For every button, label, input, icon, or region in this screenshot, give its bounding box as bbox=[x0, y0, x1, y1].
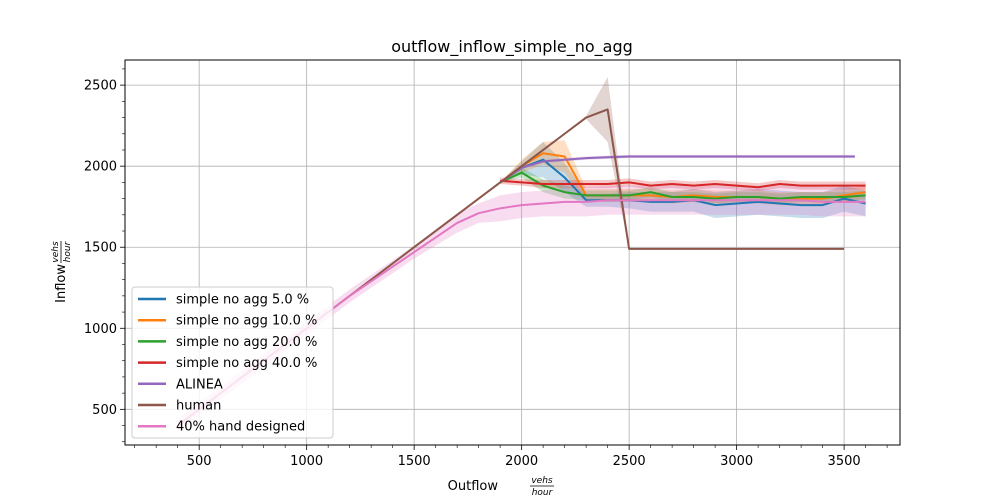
x-axis-label-text: Outflow bbox=[448, 479, 499, 494]
band-simple-no-agg-10-0 bbox=[500, 140, 866, 206]
x-tick-label: 500 bbox=[187, 454, 212, 469]
legend-item: human bbox=[138, 399, 221, 414]
x-axis-label: Outflow vehs hour bbox=[448, 476, 554, 498]
y-tick-label: 1000 bbox=[84, 322, 117, 337]
y-tick-label: 500 bbox=[92, 403, 117, 418]
y-axis-unit-denominator: hour bbox=[63, 240, 73, 262]
legend-label: simple no agg 10.0 % bbox=[176, 314, 317, 329]
legend-item: simple no agg 20.0 % bbox=[138, 335, 317, 350]
series-line-simple-no-agg-20-0 bbox=[499, 171, 866, 200]
series-line-alinea bbox=[499, 155, 855, 184]
y-tick-label: 1500 bbox=[84, 241, 117, 256]
legend-label: 40% hand designed bbox=[176, 420, 305, 435]
x-tick-label: 3000 bbox=[720, 454, 753, 469]
legend-label: simple no agg 5.0 % bbox=[176, 293, 309, 308]
x-axis-unit-denominator: hour bbox=[532, 488, 554, 498]
y-axis-label-text: Inflow bbox=[54, 264, 69, 303]
legend-item: simple no agg 5.0 % bbox=[138, 293, 309, 308]
series-lines bbox=[177, 108, 866, 427]
band-40-hand-designed bbox=[177, 185, 866, 433]
y-axis-unit-numerator: vehs bbox=[51, 241, 61, 263]
series-line-human bbox=[499, 108, 845, 250]
y-axis-label: Inflow vehs hour bbox=[51, 240, 73, 302]
x-axis-unit-numerator: vehs bbox=[531, 476, 553, 486]
x-tick-label: 3500 bbox=[828, 454, 861, 469]
x-tick-label: 1500 bbox=[398, 454, 431, 469]
legend-label: ALINEA bbox=[176, 377, 223, 392]
plot-frame bbox=[124, 59, 901, 446]
legend-item: ALINEA bbox=[138, 377, 223, 392]
legend-box bbox=[131, 286, 334, 439]
legend-label: simple no agg 20.0 % bbox=[176, 335, 317, 350]
y-tick-label: 2000 bbox=[84, 160, 117, 175]
legend: simple no agg 5.0 % simple no agg 10.0 % s… bbox=[131, 286, 334, 439]
legend-item: simple no agg 10.0 % bbox=[138, 314, 317, 329]
x-tick-label: 2000 bbox=[505, 454, 538, 469]
y-axis-ticks: 500 1000 1500 2000 2500 bbox=[84, 68, 125, 443]
legend-label: human bbox=[176, 399, 221, 414]
x-tick-label: 1000 bbox=[290, 454, 323, 469]
legend-item: simple no agg 40.0 % bbox=[138, 356, 317, 371]
band-alinea bbox=[500, 154, 855, 183]
x-axis-ticks: 500 1000 1500 2000 2500 3000 3500 bbox=[134, 445, 888, 469]
series-line-40-hand-designed bbox=[177, 199, 866, 427]
series-line-simple-no-agg-40-0 bbox=[500, 179, 866, 189]
chart-title: outflow_inflow_simple_no_agg bbox=[391, 37, 633, 57]
x-tick-label: 2500 bbox=[613, 454, 646, 469]
legend-label: simple no agg 40.0 % bbox=[176, 356, 317, 371]
y-tick-label: 2500 bbox=[84, 79, 117, 94]
legend-item: 40% hand designed bbox=[138, 420, 305, 435]
